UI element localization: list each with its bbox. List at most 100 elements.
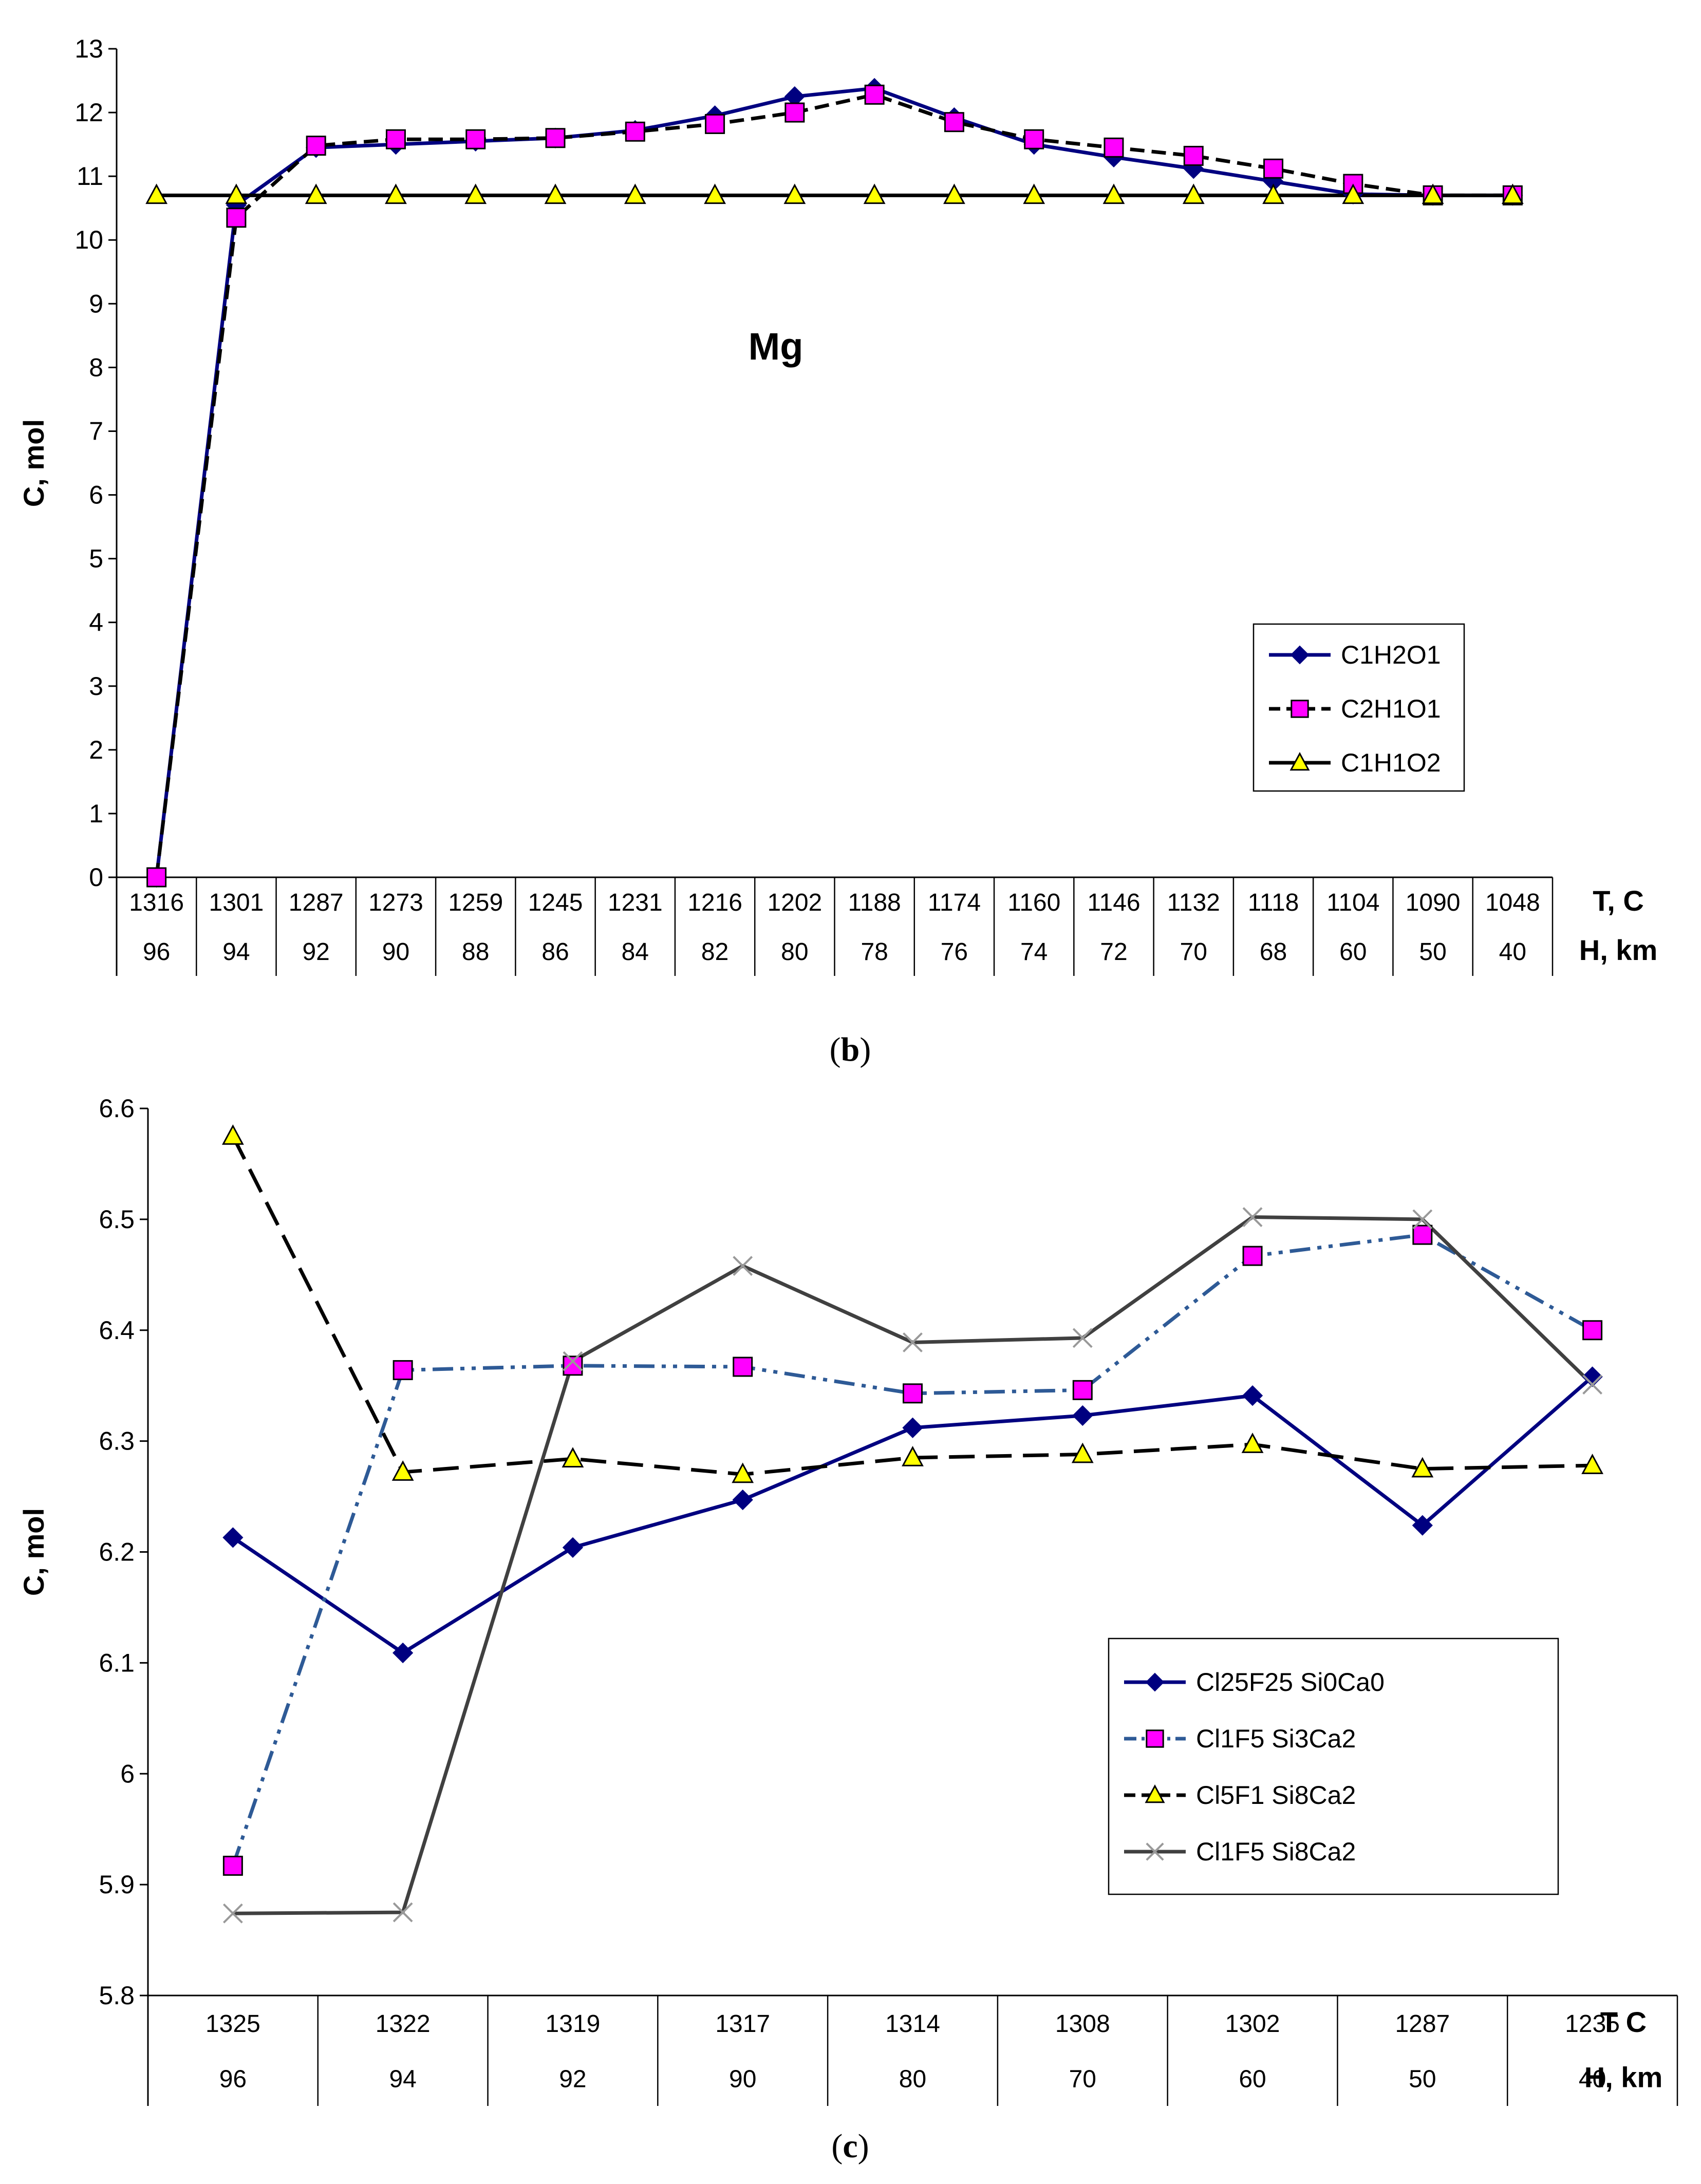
temperature-label: 1322 <box>376 2010 431 2038</box>
height-label: 88 <box>462 938 489 966</box>
legend-label: C2H1O1 <box>1341 694 1441 723</box>
data-point <box>863 183 886 204</box>
y-tick-label: 6.2 <box>99 1538 135 1567</box>
height-label: 92 <box>559 2065 586 2093</box>
chart-c: 5.8 5.9 6 6.1 6.2 6.3 6.4 6.5 6.6 C, mol 1325 1322 1… <box>17 1094 1678 2165</box>
data-point <box>1412 1209 1433 1230</box>
temperature-label: 1146 <box>1087 889 1140 916</box>
y-tick-label: 5.9 <box>99 1870 135 1899</box>
data-point <box>903 1332 923 1352</box>
temperature-label: 1314 <box>885 2010 940 2038</box>
y-tick-label: 9 <box>89 289 103 318</box>
data-point <box>391 1460 414 1481</box>
data-point <box>903 1383 923 1404</box>
temperature-label: 1308 <box>1055 2010 1110 2038</box>
y-tick-label: 5.8 <box>99 1981 135 2010</box>
panel-caption: (c) <box>831 2127 869 2165</box>
height-label: 50 <box>1409 2065 1436 2093</box>
height-label: 96 <box>143 938 170 966</box>
legend-label: C1H2O1 <box>1341 641 1441 669</box>
temperature-label: 1174 <box>928 889 981 916</box>
temperature-label: 1319 <box>546 2010 601 2038</box>
height-label: 80 <box>899 2065 926 2093</box>
data-point <box>145 183 168 204</box>
temperature-label: 1118 <box>1248 889 1299 916</box>
temperature-label: 1188 <box>848 889 901 916</box>
height-label: 82 <box>701 938 728 966</box>
height-label: 78 <box>861 938 888 966</box>
data-point <box>392 1902 413 1923</box>
temperature-label: 1259 <box>448 889 503 916</box>
legend-marker <box>1291 700 1309 718</box>
series-line-C1H2O1 <box>155 86 1513 878</box>
data-point <box>1263 158 1284 179</box>
height-row-title: H, km <box>1584 2061 1663 2093</box>
temperature-label: 1316 <box>129 889 184 916</box>
data-point <box>1262 183 1284 204</box>
y-tick-label: 6 <box>89 481 103 510</box>
data-point <box>1242 1246 1263 1266</box>
series-line-C2H1O1 <box>155 92 1513 878</box>
height-label: 94 <box>389 2065 416 2093</box>
data-point <box>1071 1442 1094 1463</box>
temperature-label: 1216 <box>687 889 742 916</box>
y-tick-label: 6 <box>120 1759 135 1788</box>
legend-marker <box>1146 1729 1164 1748</box>
temperature-label: 1090 <box>1406 889 1461 916</box>
height-label: 86 <box>541 938 569 966</box>
data-point <box>222 1527 244 1548</box>
legend-marker <box>1146 1842 1164 1861</box>
legend-label: C1H1O2 <box>1341 748 1441 777</box>
data-point <box>783 183 806 204</box>
temperature-label: 1231 <box>608 889 663 916</box>
y-tick-label: 11 <box>77 162 103 191</box>
data-point <box>1182 183 1205 204</box>
height-label: 50 <box>1419 938 1446 966</box>
data-point <box>733 1357 753 1377</box>
height-label: 76 <box>941 938 968 966</box>
legend-label: Cl5F1 Si8Ca2 <box>1196 1781 1356 1810</box>
data-point <box>562 1537 584 1558</box>
caption-close: ) <box>858 2127 869 2165</box>
data-point <box>1241 1433 1264 1453</box>
temperature-label: 1325 <box>205 2010 260 2038</box>
data-point <box>732 1462 754 1483</box>
data-point <box>944 112 964 133</box>
y-tick-label: 3 <box>89 672 103 701</box>
data-point <box>563 1351 583 1371</box>
temperature-row-title: T C <box>1600 2006 1647 2038</box>
data-point <box>1582 1320 1603 1341</box>
data-point <box>392 1360 413 1380</box>
height-label: 92 <box>302 938 329 966</box>
temperature-label: 1302 <box>1225 2010 1280 2038</box>
data-point <box>306 136 326 156</box>
temperature-label: 1132 <box>1167 889 1220 916</box>
temperature-label: 1273 <box>368 889 423 916</box>
height-row-title: H, km <box>1579 934 1658 966</box>
temperature-label: 1301 <box>209 889 264 916</box>
data-point <box>1024 129 1044 149</box>
temperature-label: 1235 <box>1565 2010 1620 2038</box>
legend-marker <box>1145 1672 1165 1692</box>
data-point <box>465 129 486 149</box>
height-label: 90 <box>382 938 409 966</box>
data-point <box>545 128 566 148</box>
temperature-label: 1104 <box>1326 889 1379 916</box>
data-point <box>1072 1380 1093 1400</box>
height-label: 96 <box>219 2065 247 2093</box>
height-label: 60 <box>1339 938 1367 966</box>
data-point <box>385 129 406 149</box>
data-point <box>1023 183 1045 204</box>
data-point <box>733 1256 753 1276</box>
data-point <box>1072 1405 1093 1426</box>
y-tick-label: 13 <box>74 34 103 63</box>
temperature-row-title: T, C <box>1593 884 1644 917</box>
temperature-label: 1287 <box>289 889 344 916</box>
data-point <box>705 114 725 134</box>
data-point <box>1581 1454 1604 1474</box>
height-label: 60 <box>1239 2065 1266 2093</box>
legend-marker <box>1290 645 1310 665</box>
data-point <box>732 1489 753 1511</box>
y-tick-label: 6.6 <box>99 1094 135 1123</box>
data-point <box>544 183 567 204</box>
